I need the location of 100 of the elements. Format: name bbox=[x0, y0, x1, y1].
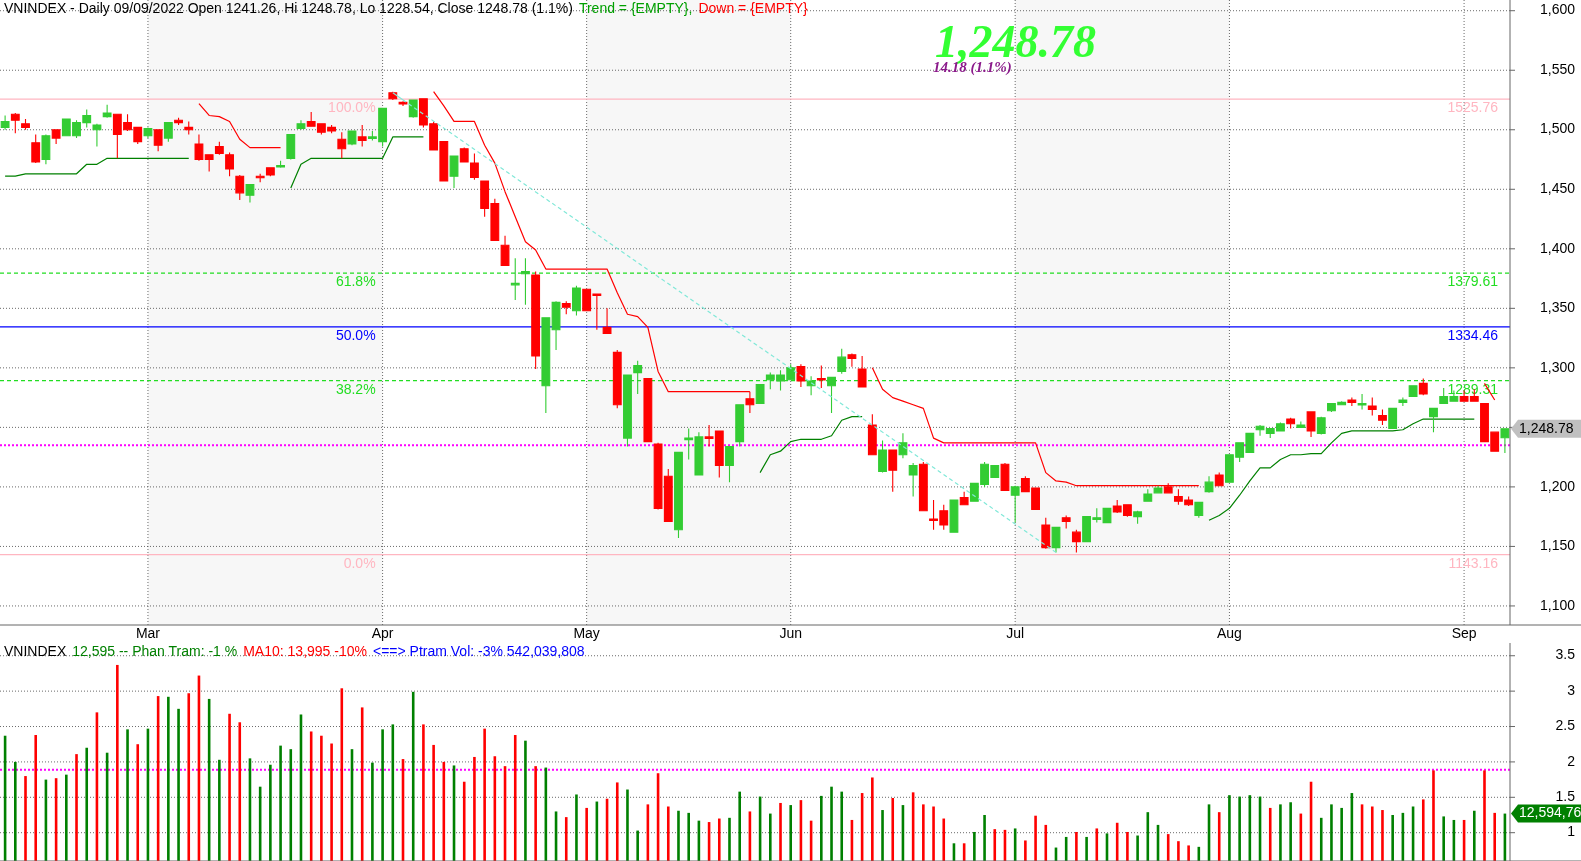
x-tick-label: Jul bbox=[1006, 624, 1025, 641]
candlestick bbox=[1398, 397, 1408, 407]
candlestick bbox=[867, 413, 877, 456]
annotation: 100.0% bbox=[328, 99, 376, 116]
candlestick bbox=[500, 235, 510, 267]
y-tick-label: 3.5 bbox=[1555, 646, 1576, 663]
ref-line-label: 1334.46 bbox=[1447, 326, 1499, 343]
candlestick bbox=[102, 104, 112, 119]
candlestick bbox=[612, 349, 622, 409]
candlestick bbox=[1194, 501, 1204, 519]
candlestick bbox=[725, 445, 734, 483]
candlestick bbox=[827, 376, 836, 414]
x-tick-label: Apr bbox=[371, 624, 394, 641]
candlestick bbox=[1010, 485, 1020, 524]
x-tick-label: Aug bbox=[1216, 624, 1242, 641]
candlestick bbox=[878, 439, 887, 474]
candlestick bbox=[510, 257, 520, 301]
candlestick bbox=[959, 491, 969, 506]
candlestick bbox=[643, 378, 653, 443]
candlestick bbox=[745, 391, 755, 414]
y-tick-label: 1,200 bbox=[1539, 477, 1576, 494]
candlestick bbox=[255, 173, 265, 183]
candlestick bbox=[1061, 514, 1071, 530]
candlestick bbox=[857, 355, 867, 388]
candlestick bbox=[10, 112, 20, 134]
candlestick bbox=[633, 360, 643, 395]
candlestick bbox=[92, 123, 102, 147]
annotation: 12,595 -- Phan Tram: -1 % bbox=[72, 643, 238, 659]
chart-title: VNINDEX - Daily 09/09/2022 Open 1241.26, Hi 1248.78, Lo 1228.54, Close 1248.78 (1.1%) bbox=[4, 0, 573, 16]
candlestick bbox=[174, 117, 183, 126]
candlestick bbox=[347, 130, 357, 146]
candlestick bbox=[623, 374, 632, 447]
candlestick bbox=[918, 461, 928, 512]
candlestick bbox=[153, 129, 163, 152]
y-tick-label: 1,600 bbox=[1539, 1, 1576, 18]
y-tick-label: 1,350 bbox=[1539, 299, 1576, 316]
y-tick-label: 1,150 bbox=[1539, 537, 1576, 554]
candlestick bbox=[245, 183, 255, 203]
annotation: <==> Ptram Vol: -3% 542,039,808 bbox=[372, 643, 585, 659]
annotation: 50.0% bbox=[335, 326, 376, 343]
candlestick bbox=[408, 99, 418, 119]
candlestick bbox=[531, 270, 541, 370]
candlestick bbox=[1000, 462, 1010, 492]
y-tick-label: 3 bbox=[1567, 681, 1576, 698]
candlestick bbox=[521, 257, 530, 306]
y-tick-label: 1,550 bbox=[1539, 60, 1576, 77]
candlestick bbox=[1204, 475, 1214, 494]
candlestick bbox=[1408, 385, 1418, 397]
candlestick bbox=[1418, 378, 1428, 396]
candlestick bbox=[276, 160, 285, 169]
candlestick bbox=[449, 155, 459, 189]
annotation: 38.2% bbox=[335, 380, 376, 397]
candlestick bbox=[602, 307, 612, 334]
y-tick-label: 1.5 bbox=[1555, 788, 1576, 804]
candlestick bbox=[51, 129, 61, 145]
candlestick bbox=[214, 141, 224, 156]
candlestick bbox=[806, 375, 816, 396]
text: 1,248.78 bbox=[1519, 419, 1574, 436]
candlestick bbox=[1378, 408, 1387, 426]
candlestick bbox=[163, 122, 173, 143]
y-tick-label: 2 bbox=[1567, 752, 1576, 769]
candlestick bbox=[1286, 417, 1296, 430]
annotation: 61.8% bbox=[335, 273, 376, 290]
candlestick bbox=[1133, 510, 1143, 525]
x-tick-label: Mar bbox=[135, 624, 161, 641]
candlestick bbox=[735, 404, 745, 447]
candlestick bbox=[541, 317, 551, 414]
y-tick-label: 1,400 bbox=[1539, 239, 1576, 256]
candlestick bbox=[898, 432, 908, 459]
candlestick bbox=[1429, 407, 1438, 433]
candlestick bbox=[225, 151, 234, 177]
text: 12,594,76 bbox=[1519, 804, 1581, 821]
y-tick-label: 1,100 bbox=[1539, 596, 1576, 613]
x-tick-label: Jun bbox=[779, 624, 802, 641]
candlestick bbox=[796, 363, 806, 388]
candlestick bbox=[1316, 416, 1326, 436]
candlestick bbox=[1367, 397, 1377, 417]
candlestick bbox=[357, 124, 367, 147]
x-tick-label: Sep bbox=[1451, 624, 1477, 641]
candlestick bbox=[837, 348, 847, 375]
y-tick-label: 2.5 bbox=[1555, 717, 1576, 734]
candlestick bbox=[1357, 393, 1367, 411]
candlestick bbox=[286, 133, 296, 161]
x-tick-label: May bbox=[573, 624, 600, 641]
candlestick bbox=[0, 114, 10, 131]
y-tick-label: 1,300 bbox=[1539, 358, 1576, 375]
candlestick bbox=[1051, 526, 1061, 553]
candlestick bbox=[755, 383, 765, 405]
candlestick bbox=[908, 462, 918, 497]
annotation: Trend = {EMPTY}, bbox=[578, 0, 693, 16]
candlestick bbox=[1306, 411, 1316, 438]
candlestick bbox=[21, 118, 30, 131]
candlestick bbox=[41, 133, 51, 165]
candlestick bbox=[1388, 407, 1398, 430]
candlestick bbox=[949, 499, 959, 533]
chart-title: VNINDEX bbox=[4, 643, 67, 659]
y-tick-label: 1,450 bbox=[1539, 179, 1576, 196]
candlestick bbox=[265, 167, 275, 177]
candlestick bbox=[1041, 517, 1051, 550]
ref-line-label: 1525.76 bbox=[1447, 99, 1499, 116]
